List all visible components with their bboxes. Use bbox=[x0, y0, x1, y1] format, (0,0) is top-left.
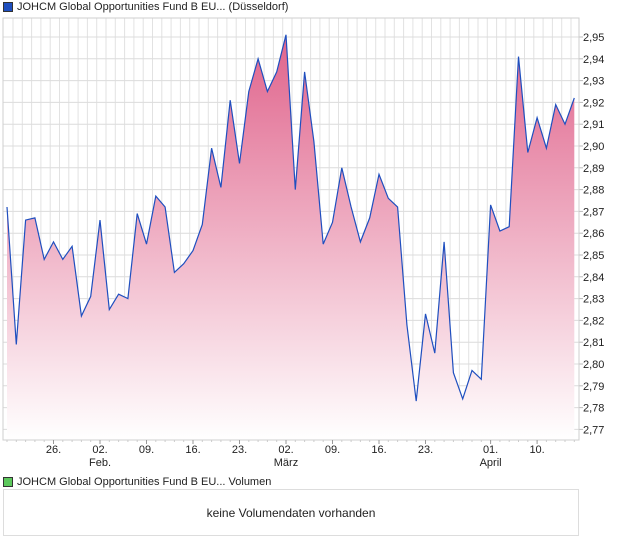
x-tick-label: 23. bbox=[418, 444, 433, 456]
x-tick-label: 10. bbox=[529, 444, 544, 456]
x-tick-label: 09. bbox=[325, 444, 340, 456]
y-tick-label: 2,87 bbox=[583, 206, 604, 218]
y-tick-label: 2,93 bbox=[583, 76, 604, 88]
plot-frame bbox=[2, 17, 580, 441]
y-tick-label: 2,89 bbox=[583, 163, 604, 175]
price-line bbox=[6, 34, 575, 402]
y-tick-label: 2,79 bbox=[583, 381, 604, 393]
volume-legend-swatch bbox=[3, 476, 13, 487]
x-tick-label: 02. bbox=[92, 444, 107, 456]
volume-panel: keine Volumendaten vorhanden bbox=[3, 489, 579, 536]
no-volume-message: keine Volumendaten vorhanden bbox=[206, 505, 376, 520]
volume-legend-label: JOHCM Global Opportunities Fund B EU... … bbox=[17, 475, 272, 488]
y-tick-label: 2,92 bbox=[583, 97, 604, 109]
y-tick-label: 2,83 bbox=[583, 294, 604, 306]
volume-legend: JOHCM Global Opportunities Fund B EU... … bbox=[3, 475, 271, 488]
price-legend-swatch bbox=[3, 1, 13, 12]
price-legend: JOHCM Global Opportunities Fund B EU... … bbox=[3, 0, 288, 13]
y-tick-label: 2,95 bbox=[583, 32, 604, 44]
y-tick-label: 2,81 bbox=[583, 337, 604, 349]
y-tick-label: 2,90 bbox=[583, 141, 604, 153]
y-tick-label: 2,94 bbox=[583, 54, 604, 66]
y-tick-label: 2,85 bbox=[583, 250, 604, 262]
x-tick-label: 01. bbox=[483, 444, 498, 456]
y-tick-label: 2,78 bbox=[583, 403, 604, 415]
x-tick-label: 09. bbox=[139, 444, 154, 456]
y-tick-label: 2,88 bbox=[583, 185, 604, 197]
y-tick-label: 2,82 bbox=[583, 315, 604, 327]
x-month-label: April bbox=[480, 457, 502, 469]
x-month-label: Feb. bbox=[89, 457, 111, 469]
x-tick-label: 23. bbox=[232, 444, 247, 456]
y-tick-label: 2,80 bbox=[583, 359, 604, 371]
y-tick-label: 2,84 bbox=[583, 272, 604, 284]
y-tick-label: 2,86 bbox=[583, 228, 604, 240]
price-chart: 2,77 2,78 2,79 2,80 2,81 2,82 2,83 2,84 2,85 2,86… bbox=[2, 17, 604, 469]
price-legend-label: JOHCM Global Opportunities Fund B EU... … bbox=[17, 0, 289, 13]
x-tick-label: 16. bbox=[371, 444, 386, 456]
x-month-label: März bbox=[274, 457, 298, 469]
y-tick-label: 2,91 bbox=[583, 119, 604, 131]
x-tick-label: 02. bbox=[278, 444, 293, 456]
x-tick-label: 16. bbox=[185, 444, 200, 456]
x-tick-label: 26. bbox=[46, 444, 61, 456]
y-tick-label: 2,77 bbox=[583, 424, 604, 436]
price-area bbox=[7, 34, 575, 441]
